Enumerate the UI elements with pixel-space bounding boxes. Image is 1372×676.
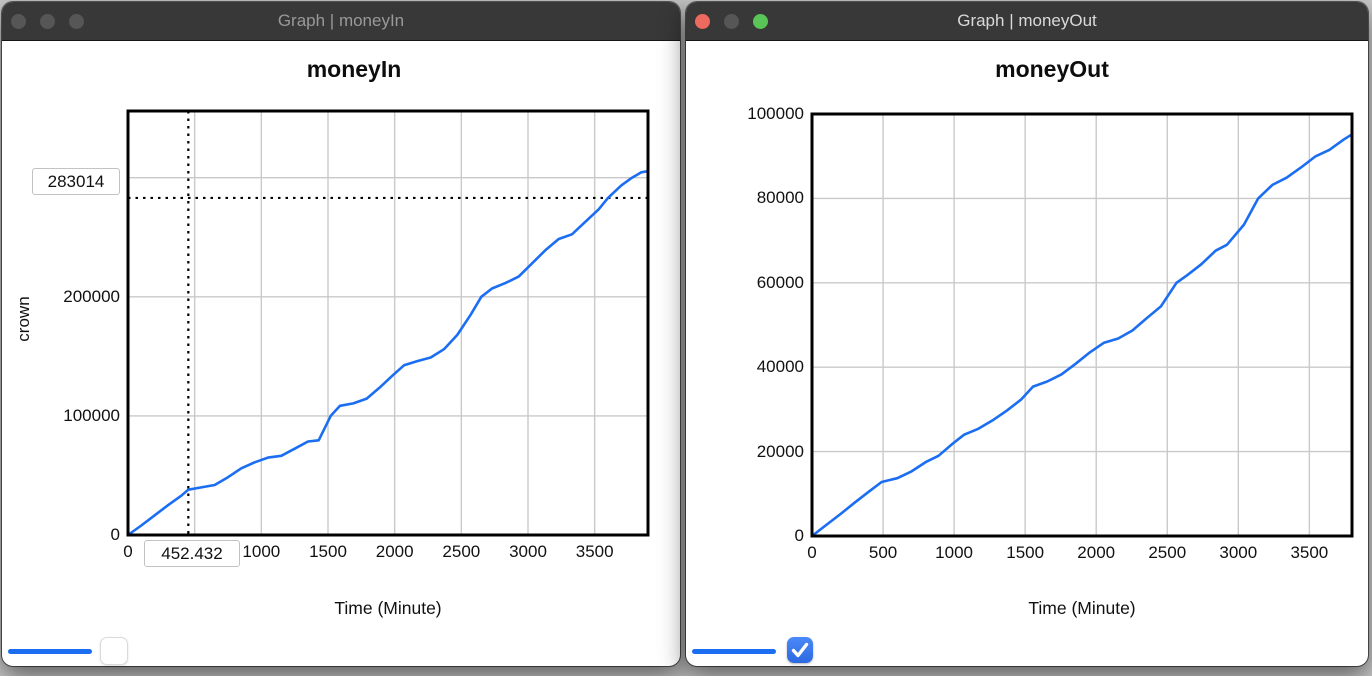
minimize-button[interactable]	[723, 13, 739, 29]
x-value-readout-box[interactable]: 452.432	[144, 540, 240, 567]
y-value-readout-box[interactable]: 283014	[32, 168, 120, 195]
y-axis-label: crown	[14, 296, 33, 342]
x-tick-label: 2500	[442, 542, 481, 561]
y-tick-label: 80000	[756, 188, 804, 208]
close-button[interactable]	[694, 13, 710, 29]
y-tick-label: 200000	[63, 286, 120, 306]
x-tick-label: 3500	[1290, 543, 1329, 562]
zoom-button[interactable]	[68, 13, 84, 29]
x-axis-label: Time (Minute)	[1028, 598, 1136, 618]
y-tick-label: 100000	[63, 405, 120, 425]
x-tick-label: 1000	[935, 543, 974, 562]
window-moneyOut[interactable]: moneyOut Time (Minute) Graph | moneyOut …	[686, 2, 1368, 666]
x-tick-label: 2500	[1148, 543, 1187, 562]
chart-canvas-moneyIn[interactable]	[2, 2, 680, 666]
chart-title: moneyIn	[306, 56, 402, 82]
x-tick-label: 3000	[509, 542, 547, 561]
x-tick-label: 3000	[1219, 543, 1258, 562]
x-tick-label: 1500	[1006, 543, 1045, 562]
chart-title: moneyOut	[995, 56, 1109, 82]
x-tick-label: 500	[868, 543, 898, 562]
y-tick-label: 0	[110, 525, 120, 544]
minimize-button[interactable]	[39, 13, 55, 29]
y-tick-label: 60000	[756, 272, 804, 292]
x-axis-label: Time (Minute)	[334, 598, 442, 618]
series-visibility-checkbox[interactable]	[787, 637, 813, 663]
legend-line-swatch	[8, 649, 92, 654]
x-tick-label: 0	[123, 542, 133, 561]
x-tick-label: 0	[807, 543, 817, 562]
x-tick-label: 3500	[575, 542, 614, 561]
series-visibility-checkbox[interactable]	[100, 637, 128, 665]
y-tick-label: 0	[794, 526, 804, 545]
legend-line-swatch	[692, 649, 776, 654]
y-tick-label: 20000	[756, 441, 804, 461]
zoom-button[interactable]	[752, 13, 768, 29]
titlebar[interactable]: Graph | moneyOut	[686, 2, 1368, 41]
chart-canvas-moneyOut[interactable]	[686, 2, 1368, 666]
titlebar[interactable]: Graph | moneyIn	[2, 2, 680, 41]
y-tick-label: 40000	[756, 357, 804, 377]
x-tick-label: 1500	[309, 542, 347, 561]
y-tick-label: 100000	[747, 104, 804, 123]
x-tick-label: 1000	[242, 542, 281, 561]
window-title: Graph | moneyIn	[277, 11, 405, 30]
checkmark-icon	[791, 642, 809, 658]
x-tick-label: 2000	[1077, 543, 1116, 562]
x-tick-label: 2000	[375, 542, 414, 561]
window-moneyIn[interactable]: moneyIn crown Time (Minute) 283014 452.4…	[2, 2, 680, 666]
close-button[interactable]	[10, 13, 26, 29]
window-title: Graph | moneyOut	[957, 11, 1097, 30]
